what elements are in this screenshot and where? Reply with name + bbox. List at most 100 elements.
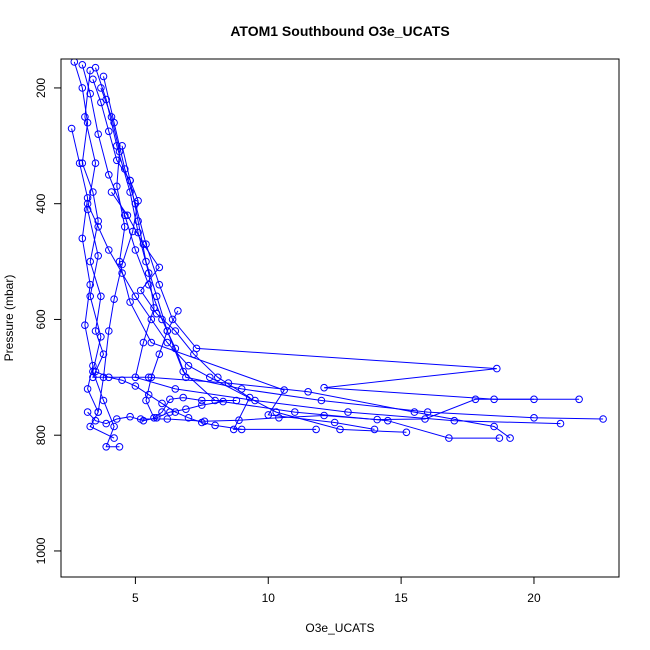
data-point: [91, 367, 100, 376]
data-point: [147, 373, 156, 382]
data-point: [158, 408, 166, 416]
data-point: [179, 393, 187, 402]
data-point: [81, 321, 89, 330]
data-point: [105, 171, 113, 179]
series-line: [95, 371, 242, 430]
data-point: [237, 425, 246, 434]
data-point: [136, 286, 145, 295]
data-point: [86, 280, 94, 289]
data-point: [211, 421, 219, 430]
plot-frame: [60, 58, 620, 578]
data-point: [493, 364, 501, 373]
data-point: [83, 408, 92, 416]
data-point: [91, 159, 100, 167]
data-point: [110, 295, 118, 304]
data-point: [166, 408, 174, 416]
data-point: [97, 292, 105, 301]
data-point: [373, 415, 382, 424]
data-point: [275, 414, 283, 422]
data-point: [97, 84, 105, 92]
data-point: [200, 417, 209, 426]
y-axis: 200 400 600 800 1000: [34, 78, 62, 564]
series-3: [91, 63, 565, 428]
data-point: [126, 412, 134, 421]
data-point: [232, 396, 241, 405]
series-line: [140, 398, 534, 422]
chart-title: ATOM1 Southbound O3e_UCATS: [230, 23, 449, 39]
data-point: [126, 176, 134, 185]
data-point: [83, 199, 92, 208]
data-point: [94, 130, 102, 138]
data-point: [184, 361, 193, 370]
data-point: [174, 307, 182, 315]
data-point: [575, 395, 583, 404]
series-line: [145, 310, 237, 419]
x-tick-label: 15: [394, 591, 408, 605]
data-point: [118, 376, 126, 385]
data-point: [121, 223, 129, 231]
data-point: [86, 66, 94, 75]
series-line: [81, 64, 604, 420]
data-point: [102, 443, 110, 451]
data-point: [131, 373, 140, 382]
data-point: [105, 373, 113, 382]
data-point: [179, 367, 187, 376]
data-point: [168, 315, 177, 324]
data-point: [166, 395, 174, 404]
data-point: [530, 395, 538, 404]
data-point: [214, 373, 222, 382]
series-10: [107, 188, 320, 434]
data-point: [115, 147, 124, 156]
data-point: [219, 397, 227, 406]
data-point: [78, 234, 87, 243]
data-point: [370, 425, 379, 434]
data-point: [147, 315, 156, 324]
x-tick-label: 20: [527, 591, 541, 605]
x-tick-label: 5: [132, 591, 139, 605]
data-point: [139, 338, 148, 347]
data-point: [184, 414, 193, 422]
data-point: [113, 415, 121, 423]
data-point: [91, 327, 100, 335]
data-point: [556, 419, 565, 428]
data-point: [490, 422, 498, 431]
data-point: [131, 382, 140, 390]
series-11: [91, 367, 246, 434]
series-8: [97, 84, 379, 434]
data-point: [312, 425, 320, 434]
data-point: [163, 338, 172, 347]
data-point: [139, 240, 148, 248]
data-point: [163, 327, 172, 335]
data-point: [70, 59, 79, 66]
data-point: [123, 211, 132, 220]
data-point: [158, 399, 166, 408]
data-point: [530, 414, 538, 422]
data-point: [171, 385, 180, 393]
data-point: [410, 408, 419, 416]
x-axis: 5 10 15 20: [132, 576, 541, 605]
data-point: [75, 159, 84, 167]
y-tick-label: 800: [34, 425, 48, 445]
data-point: [450, 416, 459, 425]
data-point: [163, 415, 172, 423]
data-point: [384, 416, 392, 425]
data-point: [471, 395, 480, 404]
data-point: [110, 434, 118, 442]
data-point: [97, 98, 105, 107]
data-point: [99, 72, 108, 81]
series-line: [103, 76, 580, 400]
series-9: [83, 199, 411, 437]
series-4: [81, 66, 124, 451]
series-13: [142, 307, 241, 422]
series-2: [78, 61, 607, 423]
series-line: [111, 191, 317, 430]
data-point: [83, 194, 92, 202]
series-line: [92, 79, 139, 413]
data-point: [245, 393, 254, 402]
data-point: [118, 260, 126, 269]
data-point: [291, 408, 299, 416]
data-point: [344, 408, 352, 416]
series-5: [99, 72, 583, 404]
data-point: [155, 350, 164, 359]
data-point: [599, 415, 607, 423]
